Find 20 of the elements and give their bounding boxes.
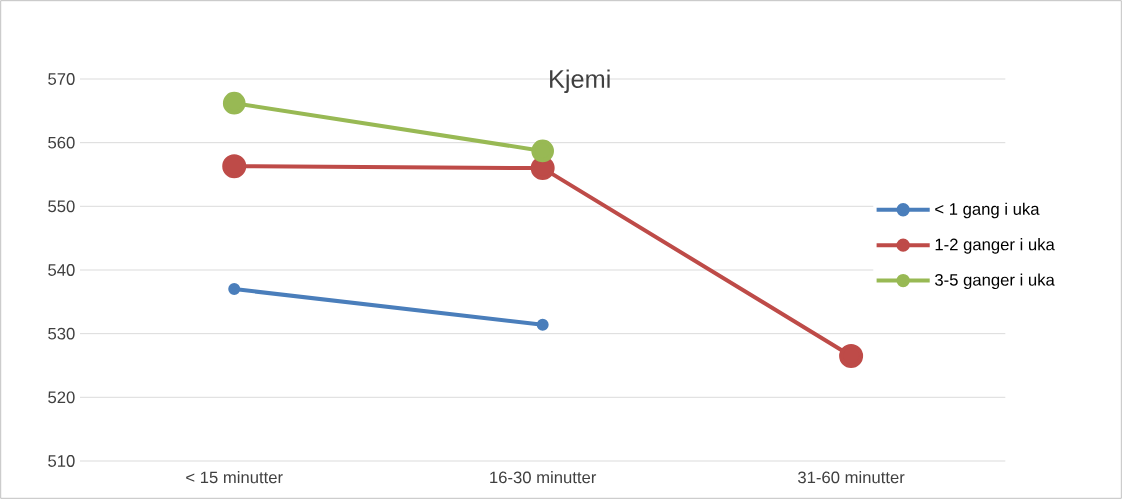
legend-label: 1-2 ganger i uka <box>935 238 1055 254</box>
x-tick-label: < 15 minutter <box>186 471 283 484</box>
point <box>839 343 864 368</box>
chart-title: Kjemi <box>550 69 610 94</box>
y-tick-label: 510 <box>48 455 75 467</box>
point <box>222 91 246 115</box>
y-tick-label: 520 <box>48 391 75 404</box>
x-tick-label: 16-30 minutter <box>490 471 597 484</box>
y-tick-label: 540 <box>48 264 75 276</box>
y-tick-label: 560 <box>48 136 75 149</box>
y-tick-label: 550 <box>48 200 75 213</box>
point <box>222 154 247 179</box>
point <box>531 139 554 163</box>
y-tick-label: 530 <box>48 327 75 340</box>
x-tick-label: 31-60 minutter <box>798 471 905 484</box>
point <box>228 283 241 296</box>
legend-label: 3-5 ganger i uka <box>935 273 1055 290</box>
y-tick-label: 570 <box>48 73 75 85</box>
point <box>536 318 549 331</box>
legend-label: < 1 gang i uka <box>935 202 1040 219</box>
